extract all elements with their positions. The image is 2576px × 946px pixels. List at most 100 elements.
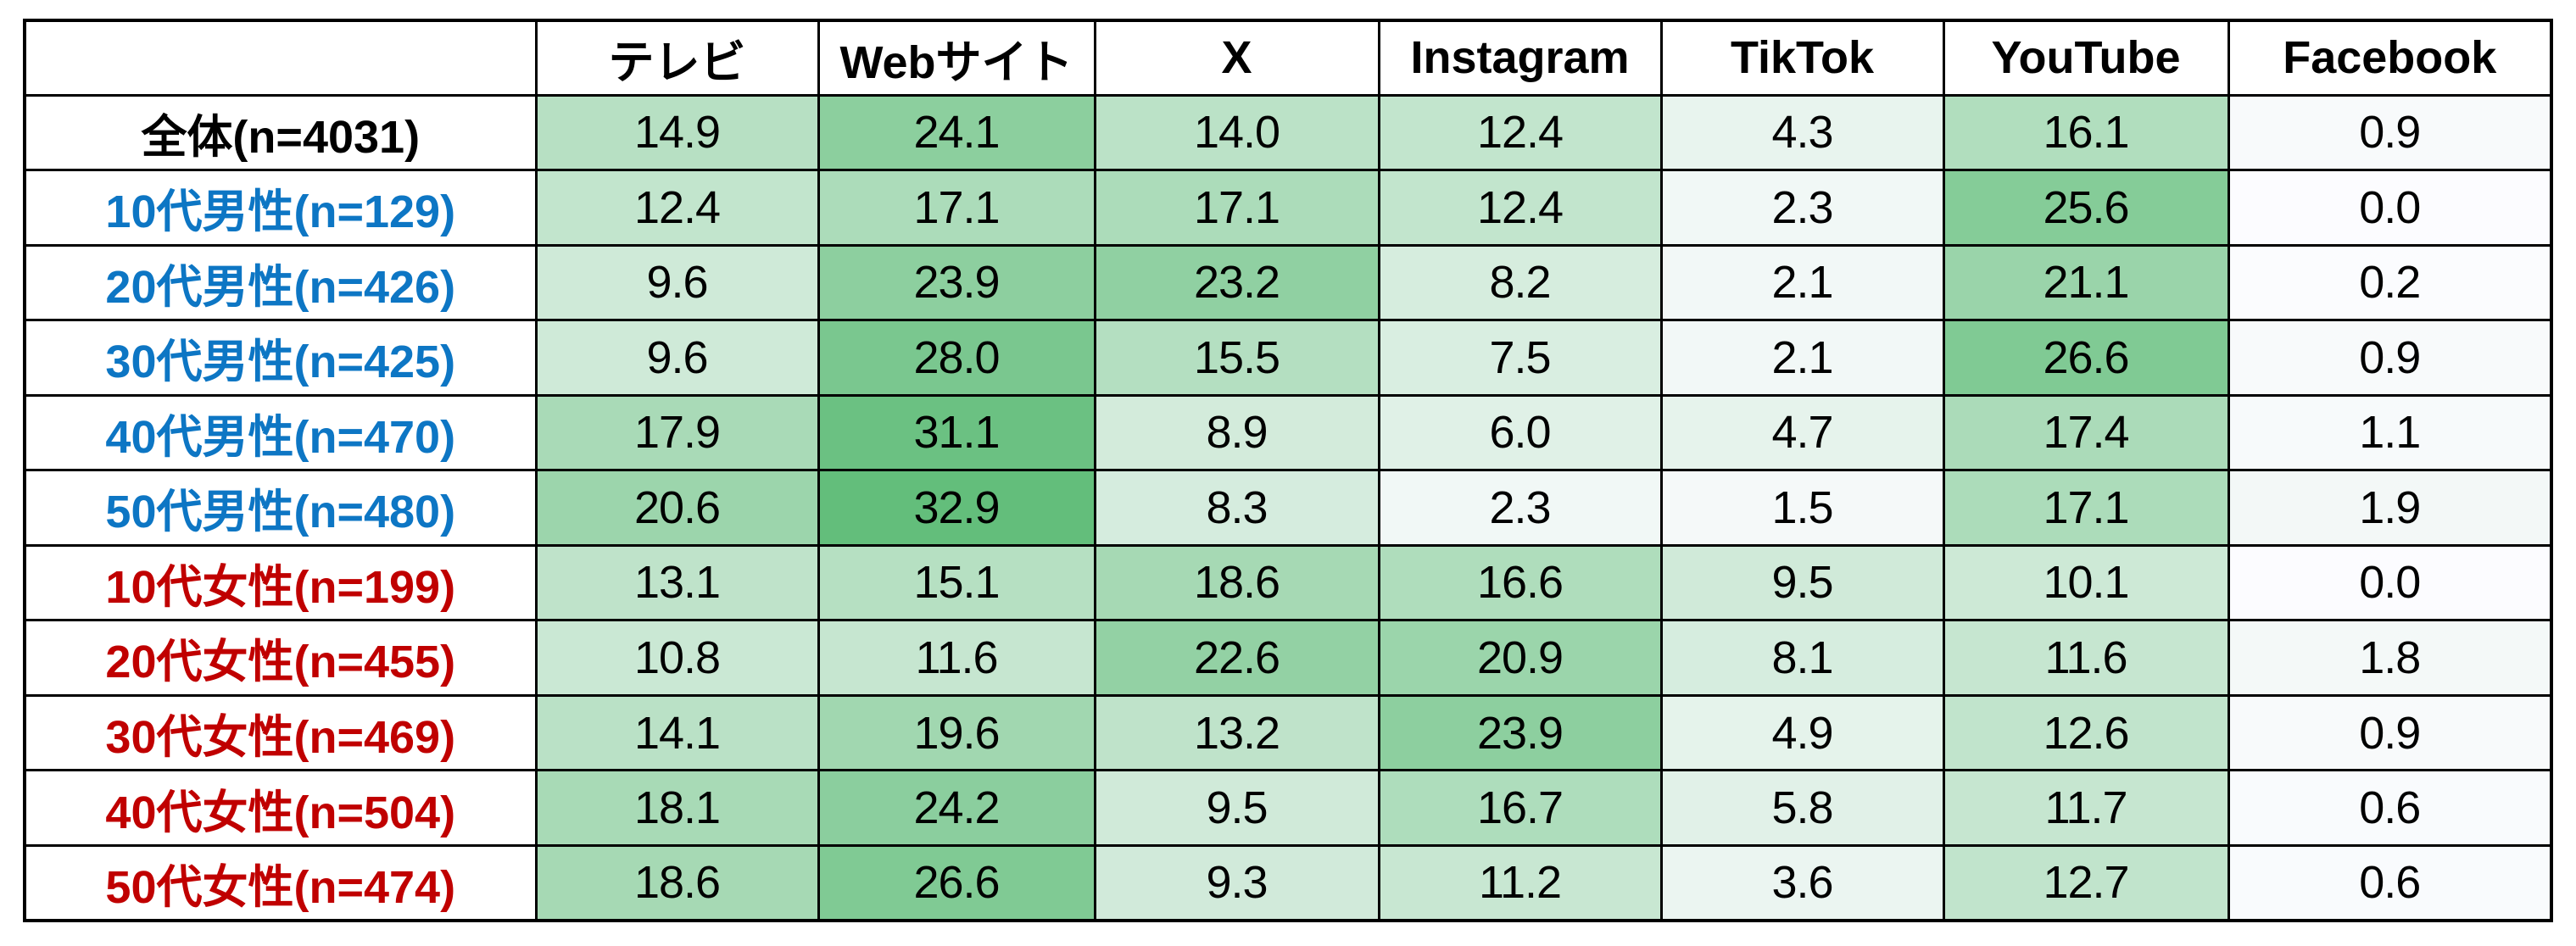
value-cell: 14.0 — [1093, 93, 1380, 172]
value-cell: 20.6 — [534, 469, 820, 547]
value-cell: 4.7 — [1659, 393, 1945, 472]
value-cell: 15.1 — [817, 543, 1096, 622]
value-cell: 17.1 — [1942, 469, 2230, 547]
row-label: 20代男性(n=426) — [23, 243, 538, 322]
table-row: 30代男性(n=425) 9.6 28.0 15.5 7.5 2.1 26.6 0.9 — [23, 319, 2553, 397]
value-cell: 1.8 — [2227, 619, 2553, 697]
row-label: 20代女性(n=455) — [23, 619, 538, 697]
value-cell: 0.6 — [2227, 843, 2553, 922]
value-cell: 13.1 — [534, 543, 820, 622]
value-cell: 22.6 — [1093, 619, 1380, 697]
table-row: 30代女性(n=469) 14.1 19.6 13.2 23.9 4.9 12.6 0.9 — [23, 693, 2553, 772]
table-body: 全体(n=4031) 14.9 24.1 14.0 12.4 4.3 16.1 0.9 10代男… — [23, 93, 2553, 922]
row-label: 40代女性(n=504) — [23, 769, 538, 847]
table-row: 40代女性(n=504) 18.1 24.2 9.5 16.7 5.8 11.7 0.6 — [23, 769, 2553, 847]
row-label: 50代女性(n=474) — [23, 843, 538, 922]
column-header-1: Webサイト — [817, 19, 1096, 97]
value-cell: 0.6 — [2227, 769, 2553, 847]
value-cell: 11.7 — [1942, 769, 2230, 847]
value-cell: 1.9 — [2227, 469, 2553, 547]
value-cell: 1.1 — [2227, 393, 2553, 472]
value-cell: 17.1 — [1093, 169, 1380, 247]
value-cell: 2.3 — [1659, 169, 1945, 247]
value-cell: 0.0 — [2227, 169, 2553, 247]
corner-cell — [23, 19, 538, 97]
value-cell: 23.9 — [1377, 693, 1663, 772]
value-cell: 0.9 — [2227, 319, 2553, 397]
value-cell: 17.9 — [534, 393, 820, 472]
table-row: 20代女性(n=455) 10.8 11.6 22.6 20.9 8.1 11.6 1.8 — [23, 619, 2553, 697]
value-cell: 13.2 — [1093, 693, 1380, 772]
header-row: テレビ Webサイト X Instagram TikTok YouTube Facebook — [23, 19, 2553, 97]
table-row: 50代男性(n=480) 20.6 32.9 8.3 2.3 1.5 17.1 1.9 — [23, 469, 2553, 547]
value-cell: 4.9 — [1659, 693, 1945, 772]
value-cell: 2.1 — [1659, 243, 1945, 322]
value-cell: 23.9 — [817, 243, 1096, 322]
value-cell: 11.6 — [1942, 619, 2230, 697]
table-row: 10代女性(n=199) 13.1 15.1 18.6 16.6 9.5 10.1 0.0 — [23, 543, 2553, 622]
value-cell: 7.5 — [1377, 319, 1663, 397]
value-cell: 9.5 — [1659, 543, 1945, 622]
row-label: 10代女性(n=199) — [23, 543, 538, 622]
value-cell: 2.3 — [1377, 469, 1663, 547]
value-cell: 8.2 — [1377, 243, 1663, 322]
row-label: 40代男性(n=470) — [23, 393, 538, 472]
column-header-2: X — [1093, 19, 1380, 97]
value-cell: 16.1 — [1942, 93, 2230, 172]
value-cell: 24.2 — [817, 769, 1096, 847]
value-cell: 25.6 — [1942, 169, 2230, 247]
value-cell: 0.0 — [2227, 543, 2553, 622]
value-cell: 0.9 — [2227, 693, 2553, 772]
table-row: 20代男性(n=426) 9.6 23.9 23.2 8.2 2.1 21.1 0.2 — [23, 243, 2553, 322]
value-cell: 26.6 — [1942, 319, 2230, 397]
value-cell: 18.6 — [1093, 543, 1380, 622]
value-cell: 16.7 — [1377, 769, 1663, 847]
value-cell: 5.8 — [1659, 769, 1945, 847]
row-label: 10代男性(n=129) — [23, 169, 538, 247]
value-cell: 3.6 — [1659, 843, 1945, 922]
value-cell: 32.9 — [817, 469, 1096, 547]
value-cell: 6.0 — [1377, 393, 1663, 472]
value-cell: 14.9 — [534, 93, 820, 172]
value-cell: 0.2 — [2227, 243, 2553, 322]
value-cell: 17.1 — [817, 169, 1096, 247]
column-header-6: Facebook — [2227, 19, 2553, 97]
value-cell: 9.5 — [1093, 769, 1380, 847]
row-label: 50代男性(n=480) — [23, 469, 538, 547]
column-header-4: TikTok — [1659, 19, 1945, 97]
value-cell: 17.4 — [1942, 393, 2230, 472]
value-cell: 18.6 — [534, 843, 820, 922]
table-row: 40代男性(n=470) 17.9 31.1 8.9 6.0 4.7 17.4 1.1 — [23, 393, 2553, 472]
value-cell: 8.1 — [1659, 619, 1945, 697]
table-row: 全体(n=4031) 14.9 24.1 14.0 12.4 4.3 16.1 0.9 — [23, 93, 2553, 172]
value-cell: 9.6 — [534, 243, 820, 322]
value-cell: 9.3 — [1093, 843, 1380, 922]
media-usage-table: テレビ Webサイト X Instagram TikTok YouTube Facebook… — [23, 19, 2553, 922]
value-cell: 10.8 — [534, 619, 820, 697]
value-cell: 18.1 — [534, 769, 820, 847]
column-header-0: テレビ — [534, 19, 820, 97]
value-cell: 19.6 — [817, 693, 1096, 772]
value-cell: 12.6 — [1942, 693, 2230, 772]
value-cell: 0.9 — [2227, 93, 2553, 172]
value-cell: 11.6 — [817, 619, 1096, 697]
table-row: 50代女性(n=474) 18.6 26.6 9.3 11.2 3.6 12.7 0.6 — [23, 843, 2553, 922]
value-cell: 23.2 — [1093, 243, 1380, 322]
value-cell: 4.3 — [1659, 93, 1945, 172]
value-cell: 16.6 — [1377, 543, 1663, 622]
value-cell: 31.1 — [817, 393, 1096, 472]
column-header-3: Instagram — [1377, 19, 1663, 97]
value-cell: 2.1 — [1659, 319, 1945, 397]
value-cell: 9.6 — [534, 319, 820, 397]
column-header-5: YouTube — [1942, 19, 2230, 97]
value-cell: 12.4 — [534, 169, 820, 247]
row-label: 全体(n=4031) — [23, 93, 538, 172]
row-label: 30代女性(n=469) — [23, 693, 538, 772]
value-cell: 12.7 — [1942, 843, 2230, 922]
value-cell: 26.6 — [817, 843, 1096, 922]
value-cell: 8.3 — [1093, 469, 1380, 547]
value-cell: 12.4 — [1377, 169, 1663, 247]
value-cell: 21.1 — [1942, 243, 2230, 322]
value-cell: 1.5 — [1659, 469, 1945, 547]
